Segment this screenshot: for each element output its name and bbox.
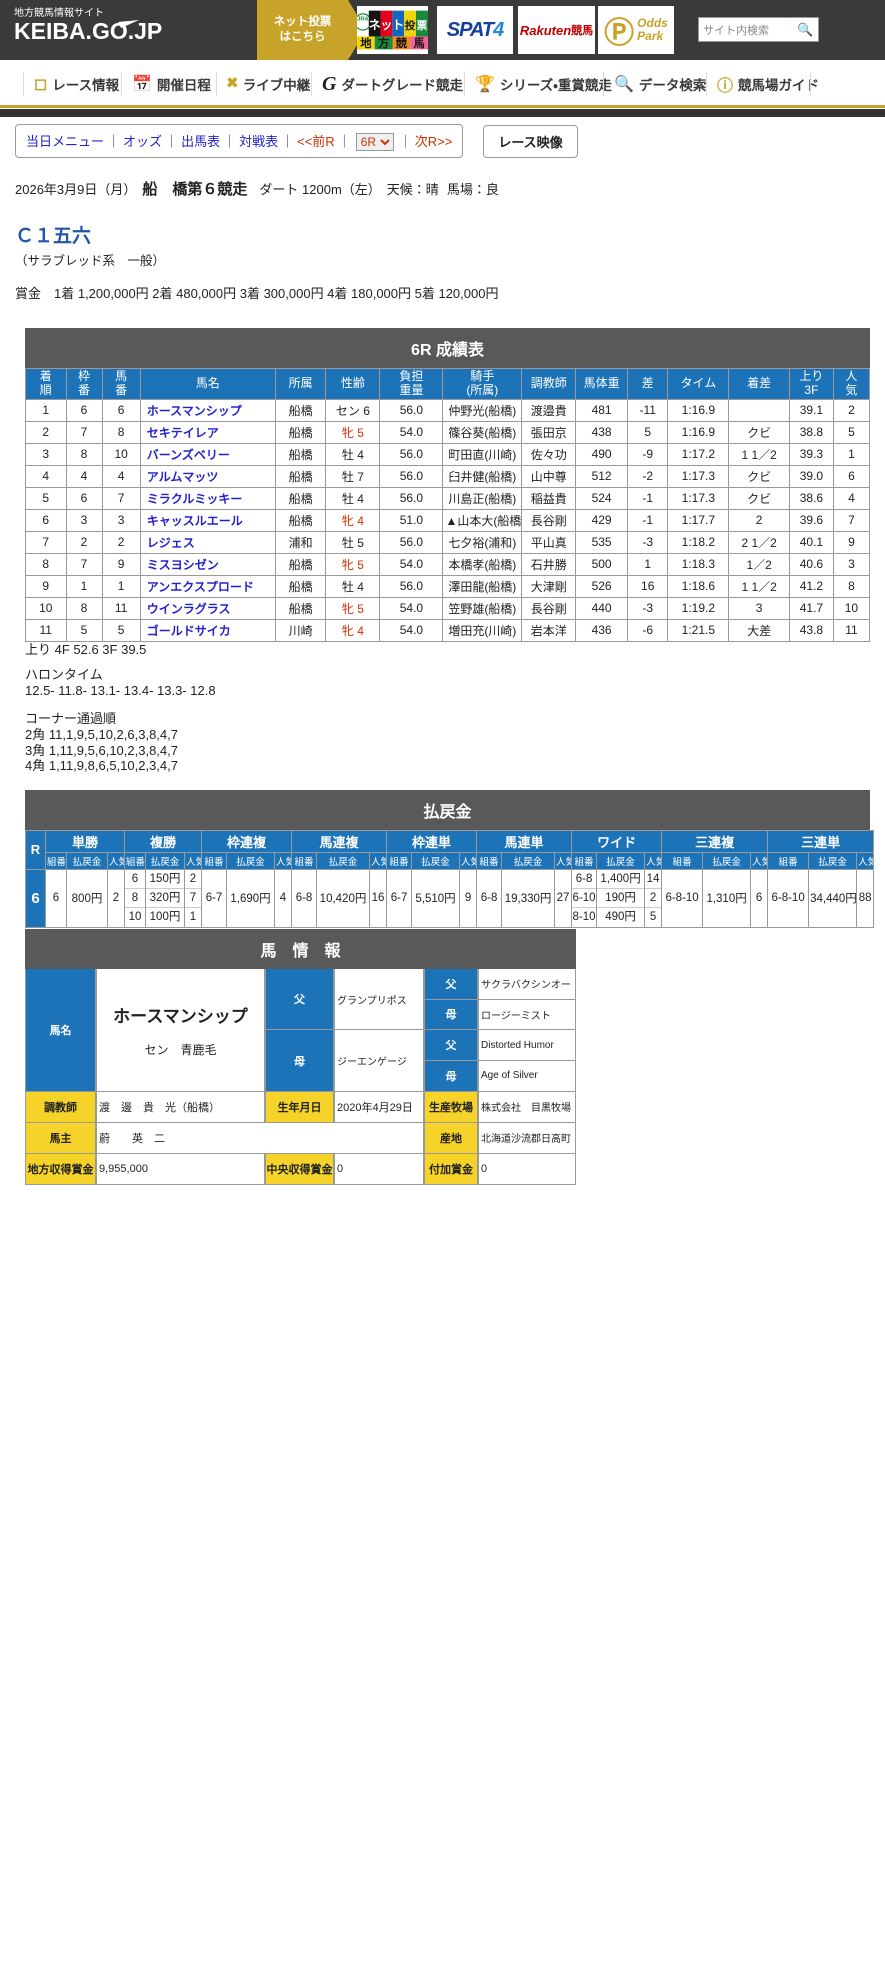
svg-text:馬: 馬 [413,37,424,50]
svg-text:ネ: ネ [369,18,381,32]
svg-text:競: 競 [395,36,408,50]
svg-text:方: 方 [378,36,389,50]
svg-text:JRA: JRA [357,16,368,22]
svg-text:ッ: ッ [380,18,392,32]
svg-text:地: 地 [360,36,372,50]
svg-text:投: 投 [405,19,416,32]
svg-text:票: 票 [417,20,428,32]
svg-text:ト: ト [392,18,404,32]
